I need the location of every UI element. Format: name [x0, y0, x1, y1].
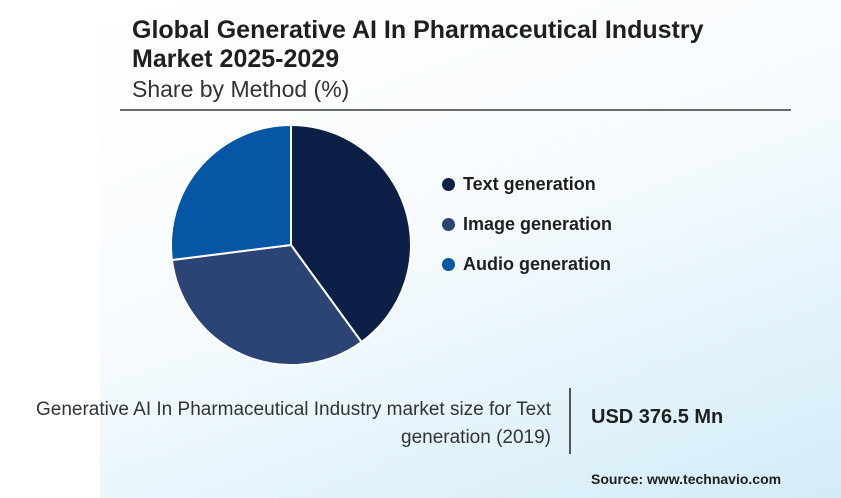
legend-label: Image generation: [463, 213, 613, 234]
value-divider: [569, 388, 571, 454]
legend-item-image-generation: Image generation: [442, 211, 612, 237]
legend: Text generation Image generation Audio g…: [442, 171, 612, 291]
legend-label: Audio generation: [463, 253, 611, 274]
legend-label: Text generation: [463, 173, 596, 194]
market-size-description: Generative AI In Pharmaceutical Industry…: [36, 399, 551, 448]
pie-slice-text-generation: [290, 123, 412, 344]
market-size-value: USD 376.5 Mn: [591, 406, 724, 428]
title-divider: [120, 109, 791, 111]
chart-subtitle: Share by Method (%): [132, 76, 350, 102]
legend-dot-icon: [442, 177, 455, 191]
source-label: Source: www.technavio.com: [591, 471, 782, 487]
legend-item-audio-generation: Audio generation: [442, 251, 612, 277]
pie-slice-audio-generation: [170, 123, 292, 262]
legend-item-text-generation: Text generation: [442, 171, 612, 197]
legend-dot-icon: [442, 257, 455, 271]
pie-slice-image-generation: [170, 243, 363, 366]
pie-chart: [170, 123, 412, 366]
chart-title: Global Generative AI In Pharmaceutical I…: [132, 16, 704, 73]
legend-dot-icon: [442, 217, 455, 231]
